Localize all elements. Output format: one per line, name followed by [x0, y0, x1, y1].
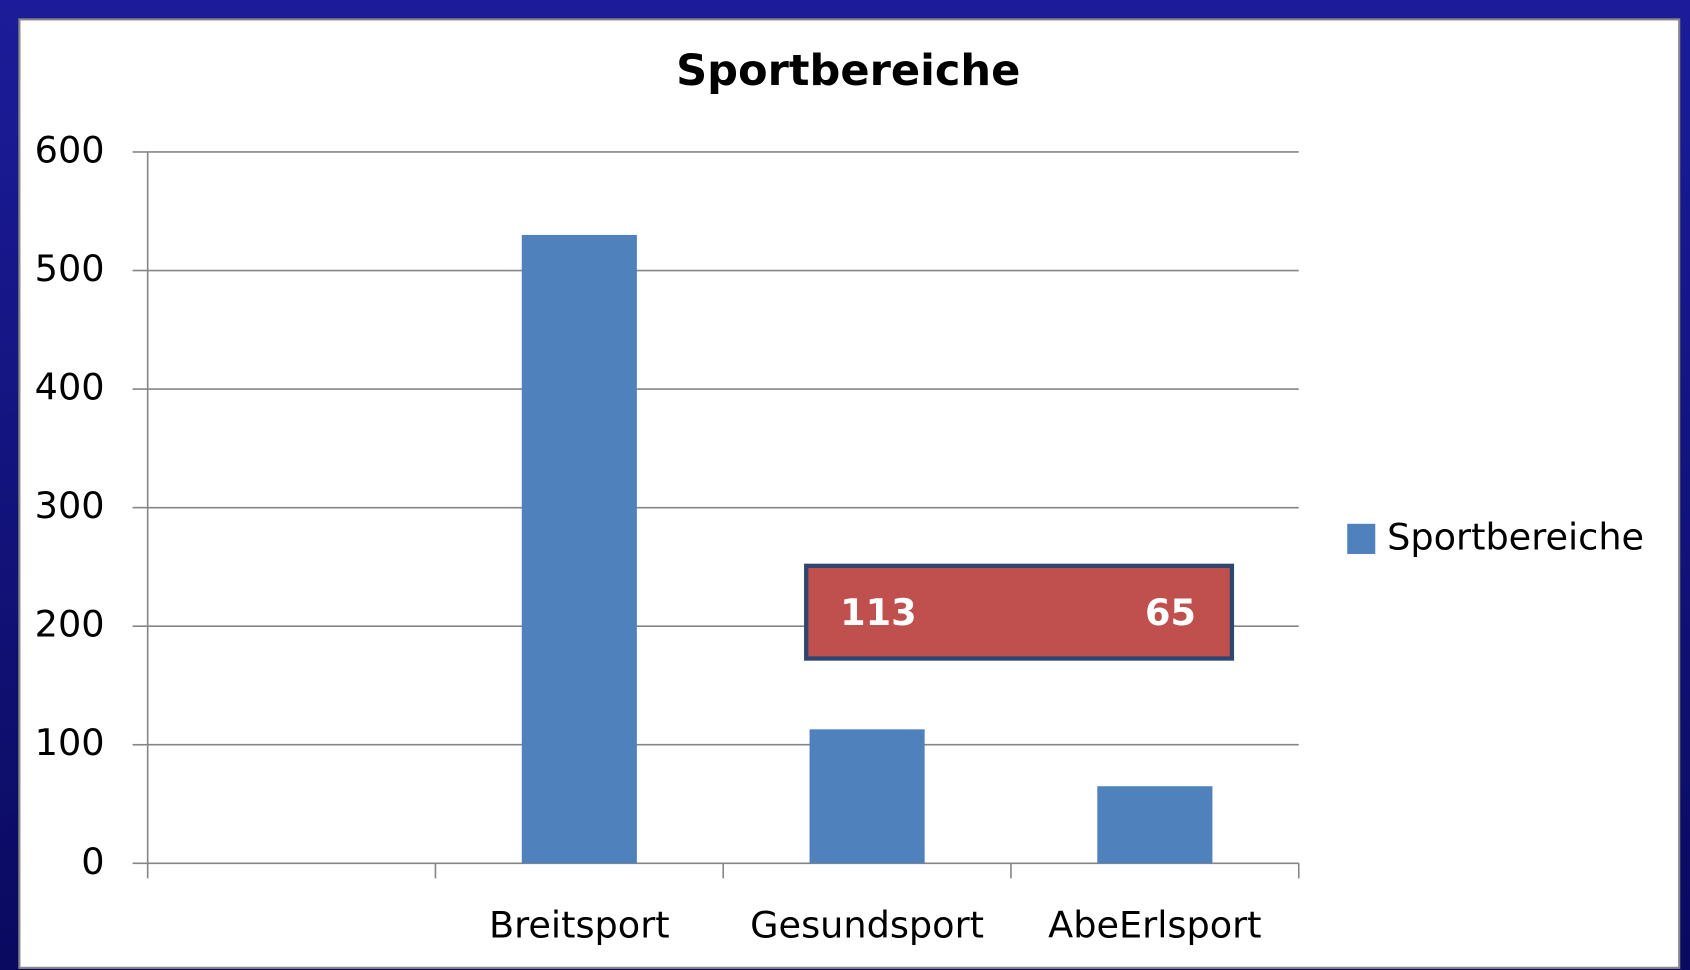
- bar: [809, 729, 925, 864]
- y-tick-label: 600: [35, 128, 105, 171]
- bar: [1097, 786, 1213, 864]
- x-tick-label: Gesundsport: [750, 903, 984, 946]
- x-tick-label: Breitsport: [489, 903, 670, 946]
- y-tick-label: 500: [35, 247, 105, 290]
- y-tick-label: 100: [35, 721, 105, 764]
- y-tick-label: 200: [35, 603, 105, 646]
- y-tick-label: 0: [81, 840, 104, 883]
- legend-swatch: [1347, 523, 1376, 554]
- data-label: 65: [1145, 591, 1196, 634]
- legend-label: Sportbereiche: [1387, 515, 1644, 558]
- y-tick-label: 400: [35, 366, 105, 409]
- x-tick-label: AbeErlsport: [1048, 903, 1261, 946]
- annotation-box: [804, 563, 1235, 661]
- bar: [521, 234, 637, 864]
- data-label: 113: [840, 591, 916, 634]
- y-tick-label: 300: [35, 484, 105, 527]
- chart-title: Sportbereiche: [676, 46, 1020, 96]
